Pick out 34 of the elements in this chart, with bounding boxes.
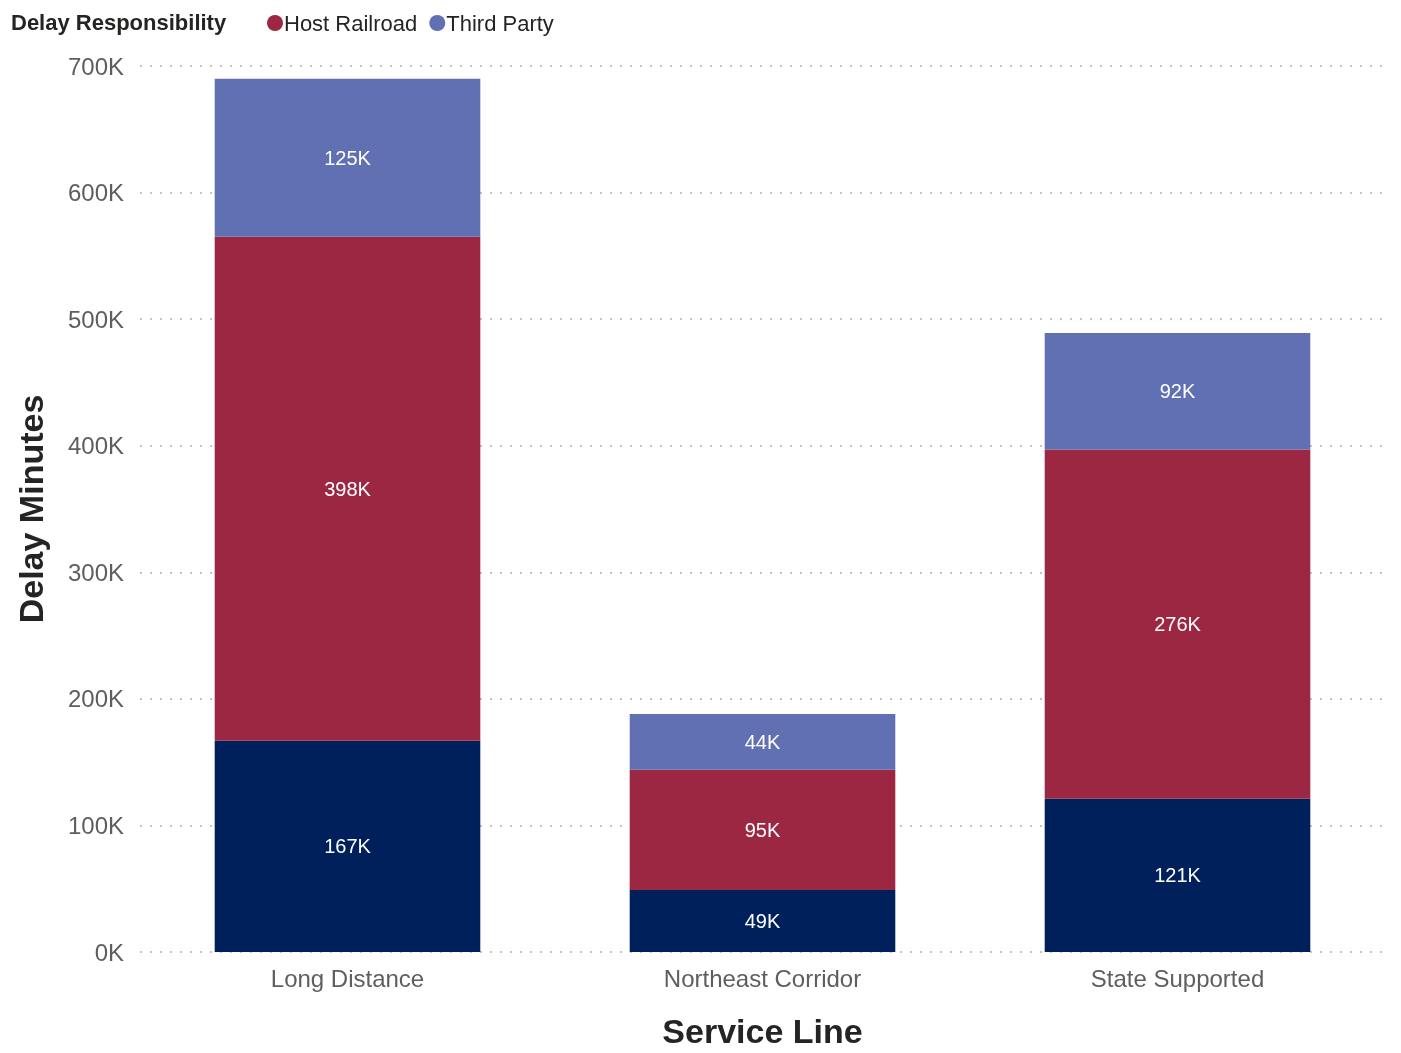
bar bbox=[214, 236, 481, 741]
bar bbox=[214, 78, 481, 237]
x-tick-label: Northeast Corridor bbox=[663, 964, 862, 992]
y-tick-label: 400K bbox=[67, 432, 124, 460]
x-tick-label: Long Distance bbox=[270, 964, 425, 992]
data-label: 167K bbox=[324, 835, 372, 858]
data-label: 125K bbox=[324, 146, 372, 169]
y-tick-label: 200K bbox=[67, 685, 124, 713]
data-label: 398K bbox=[324, 477, 372, 500]
bar bbox=[629, 769, 896, 890]
bar bbox=[1044, 449, 1311, 799]
bar bbox=[214, 740, 481, 952]
data-label: 44K bbox=[744, 730, 781, 753]
data-label: 276K bbox=[1154, 613, 1202, 636]
bar bbox=[629, 889, 896, 952]
data-label: 92K bbox=[1159, 380, 1196, 403]
y-tick-label: 700K bbox=[67, 52, 124, 80]
y-tick-label: 0K bbox=[94, 938, 124, 966]
x-tick-label: State Supported bbox=[1090, 964, 1265, 992]
data-label: 95K bbox=[744, 818, 781, 841]
data-label: 121K bbox=[1154, 864, 1202, 887]
bar bbox=[629, 714, 896, 770]
x-axis-title: Service Line bbox=[662, 1012, 863, 1050]
y-axis-title: Delay Minutes bbox=[12, 394, 50, 624]
data-label: 49K bbox=[744, 909, 781, 932]
bar bbox=[1044, 333, 1311, 450]
y-tick-label: 300K bbox=[67, 558, 124, 586]
bar bbox=[1044, 798, 1311, 952]
legend-title: Delay Responsibility bbox=[11, 9, 227, 35]
y-tick-label: 500K bbox=[67, 305, 124, 333]
y-tick-label: 100K bbox=[67, 811, 124, 839]
legend-label: Third Party bbox=[446, 10, 554, 36]
y-tick-label: 600K bbox=[67, 179, 124, 207]
legend-label: Host Railroad bbox=[284, 10, 418, 36]
